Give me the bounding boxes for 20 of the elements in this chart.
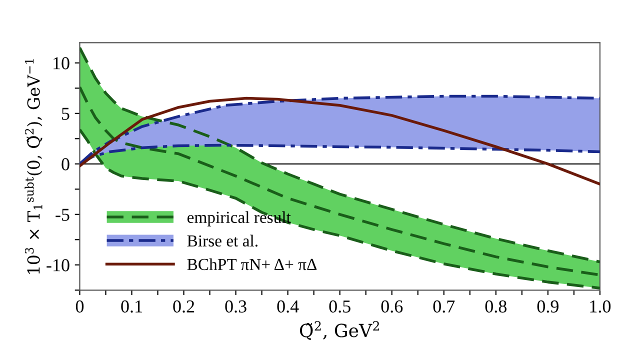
x-tick-label: 0 [76,300,84,313]
x-tick-label: 0.4 [277,300,299,313]
x-axis-title: Q̃$^{2}$, GeV$^{2}$ [300,321,380,340]
y-tick-label: -10 [46,259,70,272]
x-tick-label: 0.7 [433,300,455,313]
legend-label: Birse et al. [187,234,258,247]
legend-label: BChPT πN+ Δ+ πΔ [187,258,317,270]
y-tick-label: 10 [54,57,70,70]
x-tick-label: 0.2 [173,300,194,313]
x-tick-label: 0.9 [537,300,558,313]
x-tick-label: 0.5 [329,300,350,313]
y-tick-label: 0 [62,158,70,170]
text: 10$^{3}$ × T$_{1}$$^{subt}$(0, Q̃$^{2}$), GeV$^{−1}$ [24,59,42,274]
x-tick-label: 1.0 [590,300,611,313]
x-tick-label: 0.6 [381,300,403,313]
x-tick-label: 0.3 [225,300,246,313]
y-tick-label: -5 [56,208,70,221]
x-tick-label: 0.1 [121,300,142,313]
y-tick-label: 5 [62,108,70,120]
x-tick-label: 0.8 [485,300,507,313]
